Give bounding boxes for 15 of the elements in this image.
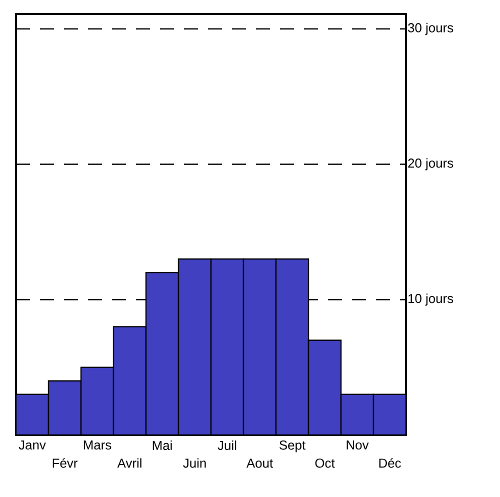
x-tick-label: Mai: [152, 440, 172, 450]
x-tick-label: Avril: [117, 458, 142, 468]
x-tick-label: Févr: [52, 458, 78, 468]
x-tick-label: Oct: [315, 458, 335, 468]
x-tick-label: Aout: [246, 458, 273, 468]
x-tick-label: Juil: [218, 440, 236, 450]
x-tick-label: Mars: [84, 440, 112, 450]
x-tick-label: Déc: [379, 458, 401, 468]
x-tick-label: Juin: [183, 458, 206, 468]
y-tick-label: 20 jours: [408, 158, 454, 170]
y-tick-label: 30 jours: [408, 22, 454, 35]
x-tick-label: Janv: [18, 440, 46, 450]
y-tick-label: 10 jours: [408, 294, 454, 306]
x-tick-label: Sept: [280, 440, 306, 452]
x-tick-label: Nov: [346, 440, 369, 450]
